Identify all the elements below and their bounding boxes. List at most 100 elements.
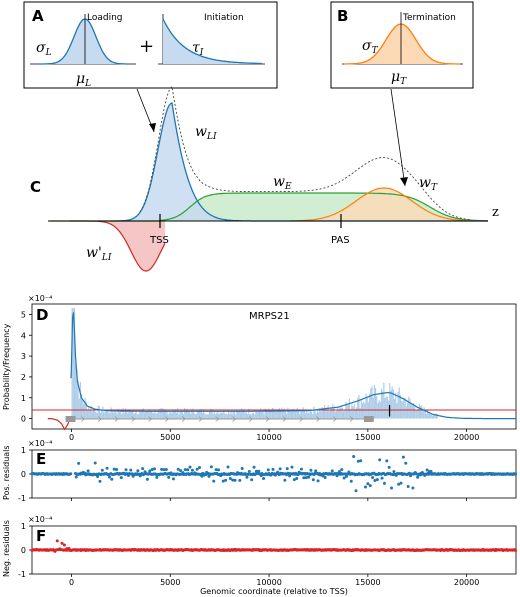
histogram-bar [295,411,297,419]
histogram-bar [186,408,188,419]
histogram-bar [341,407,343,419]
histogram-bar [421,405,423,419]
histogram-bar [369,393,371,419]
panel-f-xtick-label: 5000 [160,578,180,587]
w-prime-li-fill [70,221,165,271]
histogram-bar [283,408,285,419]
histogram-bar [419,406,422,419]
histogram-bar [148,409,150,419]
histogram-bar [117,409,119,419]
residual-point [425,468,429,472]
panel-a-letter: A [32,7,44,25]
gene-strand-arrow [232,416,237,422]
residual-point [342,476,346,480]
histogram-bar [97,405,99,419]
residual-point [392,470,396,474]
residual-point [195,467,199,471]
loading-curve [36,18,130,65]
panel-d-xtick-label: 15000 [355,433,380,442]
histogram-bar [422,409,424,419]
residual-point [93,461,97,465]
histogram-bar [237,411,239,419]
residual-point [212,479,216,483]
histogram-bar [249,414,251,419]
histogram-bar [155,413,157,419]
histogram-bar [94,408,96,419]
residual-point [316,479,320,483]
histogram-bar [291,409,294,419]
residual-point [302,476,306,480]
histogram-bar [152,412,154,419]
histogram-bar [108,412,110,419]
histogram-bar [130,409,132,419]
panel-d-xtick-label: 10000 [256,433,281,442]
histogram-bar [268,408,270,419]
mu-t-label: μT [391,69,407,87]
histogram-bar [246,414,249,419]
histogram-bar [120,412,122,419]
histogram-bar [377,403,379,419]
histogram-bar [348,398,351,419]
residual-point [292,478,296,482]
histogram-bar [118,412,121,419]
residual-point [406,484,410,488]
histogram-bar [115,412,117,419]
histogram-bar [409,398,411,419]
histogram-bar [325,407,327,419]
histogram-bar [238,409,240,419]
residual-point [278,467,282,471]
panel-f-xtick-label: 20000 [454,578,479,587]
histogram-bar [383,382,385,419]
histogram-bar [231,413,233,419]
histogram-bar [198,409,200,419]
histogram-bar [205,414,207,419]
histogram-bar [92,407,95,419]
residual-point [309,468,313,472]
histogram-bar [327,405,329,419]
histogram-bar [393,399,396,419]
histogram-bar [391,386,393,419]
histogram-bar [220,413,223,419]
panel-a-box [23,1,278,89]
initiation-curve [162,18,262,65]
histogram-bar [397,391,399,419]
histogram-bar [173,410,175,419]
histogram-bar [378,400,380,419]
histogram-bar [184,408,186,419]
histogram-bar [175,412,178,419]
histogram-bar [319,408,321,419]
gene-exon [65,416,76,422]
histogram-bar [294,410,296,419]
initiation-label: Initiation [204,13,244,23]
histogram-bar [412,403,415,419]
z-label: z [492,205,499,220]
panel-d-ytick-label: 5 [21,310,26,319]
histogram-bar [276,409,278,419]
histogram-bar [98,405,100,419]
residual-point [155,475,159,479]
residual-point [226,465,230,469]
gene-strand-arrow [97,416,102,422]
histogram-bar [331,408,333,419]
gene-strand-arrow [249,416,253,422]
termination-label: Termination [402,13,456,23]
residual-point [112,467,116,471]
residual-point [311,478,315,482]
histogram-bar [229,414,231,419]
histogram-bar [219,412,221,419]
histogram-bar [222,412,224,419]
residual-point [198,466,202,470]
residual-point [119,476,123,480]
panel-e: E ×10⁻⁴ Pos. residuals -1 0 1 [2,439,518,503]
histogram-bar [188,411,191,419]
histogram-bar [146,411,148,419]
histogram-bar [226,414,228,419]
histogram-bar [153,413,155,419]
histogram-bar [216,412,218,419]
histogram-bar [207,414,210,419]
histogram-bar [160,408,162,419]
histogram-bar [316,410,319,419]
panel-d-histogram [71,308,438,419]
residual-point [514,548,518,552]
residual-point [240,467,244,471]
